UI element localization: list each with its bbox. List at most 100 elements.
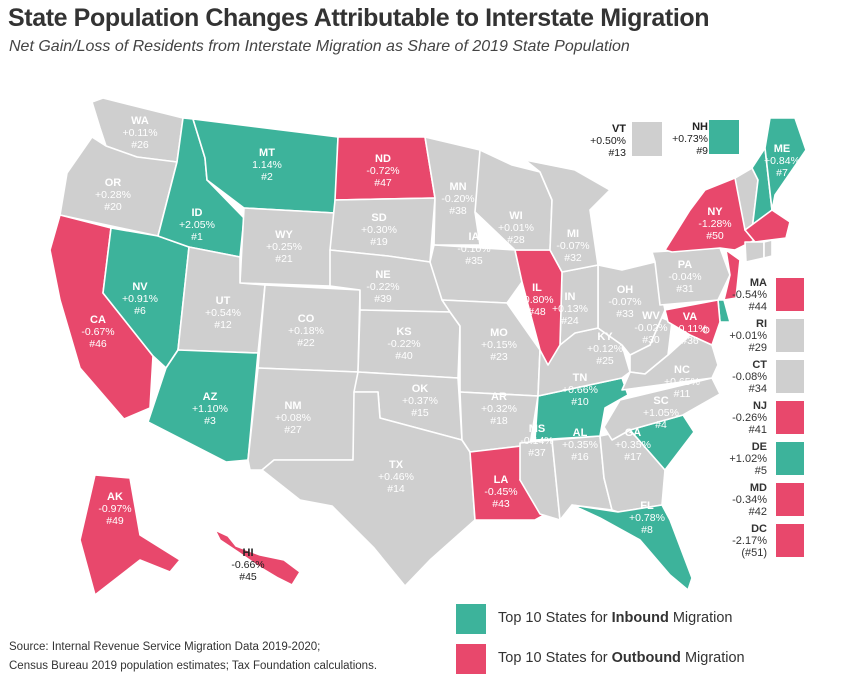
- state-abbr: CA: [90, 314, 106, 326]
- state-label-ms: MS-0.14%#37: [520, 423, 553, 459]
- state-label-co: CO+0.18%#22: [288, 313, 324, 349]
- state-abbr: VT: [612, 123, 626, 135]
- state-value: +0.11%: [672, 323, 707, 335]
- state-value: -0.54%: [732, 289, 767, 301]
- state-value: -0.26%: [732, 412, 767, 424]
- state-shape-ks: [357, 309, 461, 379]
- state-rank: #27: [284, 424, 302, 436]
- state-label-ny: NY-1.28%#50: [698, 206, 731, 242]
- state-abbr: AZ: [203, 391, 218, 403]
- state-label-sd: SD+0.30%#19: [361, 212, 397, 248]
- state-shape-ct: [744, 241, 765, 263]
- state-label-nc: NC+0.65%#11: [664, 364, 700, 400]
- state-abbr: AK: [107, 491, 123, 503]
- state-abbr: NH: [692, 121, 708, 133]
- state-value: +0.35%: [615, 439, 651, 451]
- state-abbr: WV: [642, 310, 660, 322]
- ne-label-dc: DC -2.17% (#51): [697, 523, 767, 559]
- state-abbr: NJ: [752, 400, 767, 412]
- state-abbr: CO: [298, 313, 315, 325]
- state-label-or: OR+0.28%#20: [95, 177, 131, 213]
- state-value: +0.25%: [266, 241, 302, 253]
- state-rank: #43: [492, 498, 510, 510]
- state-value: -2.17%: [732, 535, 767, 547]
- state-value: -0.72%: [366, 165, 399, 177]
- state-value: +0.01%: [729, 330, 767, 342]
- state-rank: #7: [776, 167, 788, 179]
- legend-outbound-label: Top 10 States for Outbound Migration: [498, 650, 745, 666]
- state-abbr: TN: [573, 372, 588, 384]
- state-value: -0.02%: [634, 322, 667, 334]
- state-rank: #10: [571, 396, 589, 408]
- ne-swatch-nj: [776, 401, 804, 434]
- state-abbr: VA: [683, 311, 698, 323]
- state-rank: #24: [561, 315, 579, 327]
- state-label-mn: MN-0.20%#38: [441, 181, 474, 217]
- state-rank: #23: [490, 351, 508, 363]
- state-rank: #31: [676, 283, 694, 295]
- state-rank: #12: [214, 319, 232, 331]
- state-shape-md: [664, 299, 721, 346]
- page-subtitle: Net Gain/Loss of Residents from Intersta…: [9, 38, 630, 55]
- state-label-mi: MI-0.07%#32: [556, 228, 589, 264]
- state-abbr: NM: [284, 400, 301, 412]
- state-label-sc: SC+1.05%#4: [643, 395, 679, 431]
- state-rank: #36: [681, 335, 699, 347]
- state-shape-nj: [723, 249, 741, 301]
- legend-inbound-swatch: [456, 604, 486, 634]
- state-shape-oh: [597, 261, 666, 356]
- state-shape-ri: [763, 239, 773, 259]
- state-rank: #32: [564, 252, 582, 264]
- state-shape-fl: [571, 504, 693, 591]
- state-label-ar: AR+0.32%#18: [481, 391, 517, 427]
- state-abbr: OR: [105, 177, 122, 189]
- state-abbr: MT: [259, 147, 275, 159]
- ne-swatch-ri: [776, 319, 804, 352]
- state-abbr: AR: [491, 391, 507, 403]
- state-value: +0.65%: [664, 376, 700, 388]
- state-abbr: ME: [774, 143, 791, 155]
- ne-swatch-md: [776, 483, 804, 516]
- state-rank: #28: [507, 234, 525, 246]
- state-abbr: MD: [749, 482, 767, 494]
- state-abbr: IA: [469, 231, 480, 243]
- state-abbr: CT: [752, 359, 767, 371]
- state-value: +0.30%: [361, 224, 397, 236]
- state-abbr: SC: [653, 395, 668, 407]
- state-abbr: AL: [573, 427, 588, 439]
- state-label-mt: MT1.14%#2: [252, 147, 282, 183]
- state-abbr: UT: [216, 295, 231, 307]
- state-rank: #20: [104, 201, 122, 213]
- state-label-il: IL-0.80%#48: [520, 282, 553, 318]
- state-label-ok: OK+0.37%#15: [402, 383, 438, 419]
- state-label-in: IN+0.13%#24: [552, 291, 588, 327]
- source-line-1: Source: Internal Revenue Service Migrati…: [9, 641, 321, 653]
- state-abbr: RI: [756, 318, 767, 330]
- state-rank: #47: [374, 177, 392, 189]
- state-rank: #44: [748, 301, 767, 313]
- state-value: +0.35%: [562, 439, 598, 451]
- legend-inbound-label: Top 10 States for Inbound Migration: [498, 610, 733, 626]
- state-value: -0.07%: [556, 240, 589, 252]
- state-rank: #4: [655, 419, 667, 431]
- state-value: +0.12%: [587, 343, 623, 355]
- state-abbr: NE: [375, 269, 390, 281]
- state-rank: #9: [696, 145, 708, 157]
- state-rank: #8: [641, 524, 653, 536]
- source-line-2: Census Bureau 2019 population estimates;…: [9, 660, 378, 672]
- state-label-wv: WV-0.02%#30: [634, 310, 667, 346]
- state-rank: #34: [748, 383, 767, 395]
- state-value: +0.11%: [122, 127, 157, 139]
- state-shape-ms: [519, 439, 561, 521]
- state-rank: #21: [275, 253, 293, 265]
- state-abbr: WA: [131, 115, 149, 127]
- state-value: +0.18%: [288, 325, 324, 337]
- state-abbr: OK: [412, 383, 429, 395]
- state-rank: #38: [449, 205, 467, 217]
- state-abbr: MN: [449, 181, 466, 193]
- state-label-pa: PA-0.04%#31: [668, 259, 701, 295]
- state-value: +0.13%: [552, 303, 588, 315]
- state-label-tn: TN+0.66%#10: [562, 372, 598, 408]
- state-abbr: OH: [617, 284, 634, 296]
- state-rank: #48: [528, 306, 546, 318]
